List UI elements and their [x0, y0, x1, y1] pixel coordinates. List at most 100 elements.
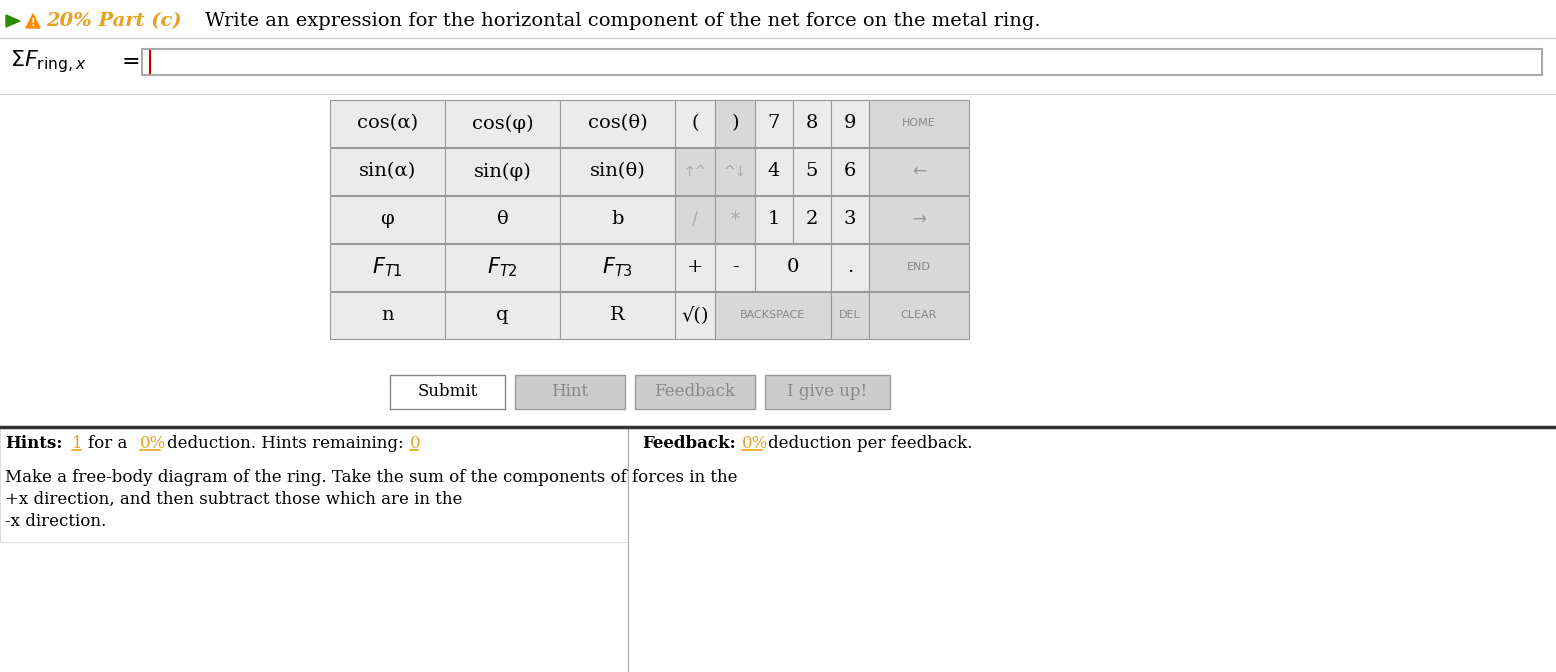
- Bar: [831, 100, 868, 147]
- Text: 20% Part (c): 20% Part (c): [47, 12, 182, 30]
- Bar: [675, 196, 716, 243]
- Text: cos(θ): cos(θ): [588, 114, 647, 132]
- Bar: [716, 148, 755, 195]
- Text: +: +: [686, 259, 703, 276]
- Text: $\Sigma F_{\rm ring,\mathit{x}}$: $\Sigma F_{\rm ring,\mathit{x}}$: [9, 48, 87, 75]
- Text: θ: θ: [496, 210, 509, 228]
- Text: 2: 2: [806, 210, 818, 228]
- Text: 0: 0: [787, 259, 800, 276]
- Text: Submit: Submit: [417, 384, 478, 401]
- Text: Hint: Hint: [551, 384, 588, 401]
- Bar: [330, 148, 445, 195]
- Text: √(): √(): [682, 306, 708, 325]
- Text: cos(φ): cos(φ): [471, 114, 534, 132]
- Bar: [831, 244, 868, 291]
- Text: sin(α): sin(α): [359, 163, 415, 181]
- Bar: [831, 196, 868, 243]
- Text: φ: φ: [381, 210, 394, 228]
- Bar: [560, 148, 675, 195]
- Text: $F_{T3}$: $F_{T3}$: [602, 256, 633, 280]
- Text: +x direction, and then subtract those which are in the: +x direction, and then subtract those wh…: [5, 491, 462, 507]
- Bar: [716, 100, 755, 147]
- Bar: [868, 100, 969, 147]
- Bar: [675, 148, 716, 195]
- Bar: [515, 375, 626, 409]
- Text: END: END: [907, 263, 930, 273]
- Text: q: q: [496, 306, 509, 325]
- Bar: [766, 375, 890, 409]
- Bar: [330, 244, 445, 291]
- Bar: [560, 100, 675, 147]
- Text: ): ): [731, 114, 739, 132]
- Bar: [675, 244, 716, 291]
- Text: /: /: [692, 210, 699, 228]
- Text: ←: ←: [912, 163, 926, 181]
- Bar: [445, 292, 560, 339]
- Text: Hints:: Hints:: [5, 435, 62, 452]
- Text: Feedback:: Feedback:: [643, 435, 736, 452]
- Bar: [831, 292, 868, 339]
- Bar: [391, 375, 506, 409]
- Text: .: .: [846, 259, 853, 276]
- Bar: [794, 100, 831, 147]
- Text: $F_{T2}$: $F_{T2}$: [487, 256, 518, 280]
- Text: 0%: 0%: [140, 435, 166, 452]
- Bar: [675, 292, 716, 339]
- Text: cos(α): cos(α): [356, 114, 419, 132]
- Bar: [445, 196, 560, 243]
- Bar: [868, 244, 969, 291]
- Bar: [755, 100, 794, 147]
- Bar: [330, 292, 445, 339]
- Text: 7: 7: [767, 114, 780, 132]
- Text: 3: 3: [843, 210, 856, 228]
- Text: b: b: [612, 210, 624, 228]
- Polygon shape: [6, 15, 20, 27]
- Text: CLEAR: CLEAR: [901, 310, 937, 321]
- Bar: [635, 375, 755, 409]
- Text: →: →: [912, 210, 926, 228]
- Bar: [831, 148, 868, 195]
- Text: for a: for a: [89, 435, 128, 452]
- Bar: [868, 148, 969, 195]
- Text: 1: 1: [767, 210, 780, 228]
- Bar: [445, 244, 560, 291]
- Bar: [445, 148, 560, 195]
- Text: I give up!: I give up!: [787, 384, 868, 401]
- Text: Make a free-body diagram of the ring. Take the sum of the components of forces i: Make a free-body diagram of the ring. Ta…: [5, 468, 738, 485]
- Bar: [868, 196, 969, 243]
- Text: deduction. Hints remaining:: deduction. Hints remaining:: [166, 435, 403, 452]
- Text: sin(φ): sin(φ): [473, 163, 532, 181]
- Bar: [330, 100, 445, 147]
- Bar: [560, 196, 675, 243]
- Text: 6: 6: [843, 163, 856, 181]
- Bar: [716, 292, 831, 339]
- Text: HOME: HOME: [902, 118, 935, 128]
- Bar: [560, 244, 675, 291]
- Text: R: R: [610, 306, 626, 325]
- Bar: [445, 100, 560, 147]
- Text: 0: 0: [409, 435, 420, 452]
- Text: (: (: [691, 114, 699, 132]
- Bar: [0, 427, 629, 542]
- Text: -x direction.: -x direction.: [5, 513, 106, 530]
- Text: ↑^: ↑^: [683, 165, 706, 179]
- Bar: [330, 196, 445, 243]
- Text: sin(θ): sin(θ): [590, 163, 646, 181]
- Bar: [794, 196, 831, 243]
- Bar: [675, 100, 716, 147]
- Bar: [755, 196, 794, 243]
- Text: 1: 1: [72, 435, 82, 452]
- Text: Feedback: Feedback: [655, 384, 736, 401]
- Text: 5: 5: [806, 163, 818, 181]
- Text: ^↓: ^↓: [724, 165, 747, 179]
- Text: *: *: [730, 210, 739, 228]
- Bar: [142, 49, 1542, 75]
- Text: deduction per feedback.: deduction per feedback.: [769, 435, 972, 452]
- Bar: [794, 148, 831, 195]
- Bar: [755, 148, 794, 195]
- Polygon shape: [26, 14, 40, 28]
- Text: Write an expression for the horizontal component of the net force on the metal r: Write an expression for the horizontal c…: [205, 12, 1041, 30]
- Bar: [755, 244, 831, 291]
- Text: 9: 9: [843, 114, 856, 132]
- Text: DEL: DEL: [839, 310, 860, 321]
